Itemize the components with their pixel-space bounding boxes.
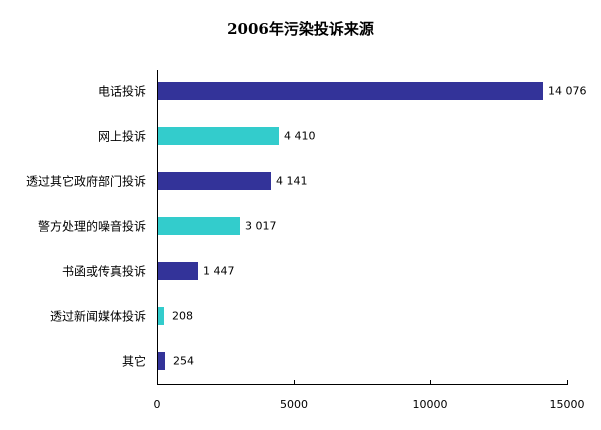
x-tick: [430, 380, 431, 384]
x-axis-line: [157, 384, 568, 385]
value-label: 254: [173, 354, 194, 368]
x-tick-label: 5000: [280, 398, 308, 411]
category-label: 电话投诉: [97, 84, 146, 99]
value-label: 4 141: [276, 174, 308, 188]
x-tick-label: 10000: [412, 398, 448, 411]
value-label: 3 017: [245, 219, 277, 233]
x-tick: [567, 380, 568, 384]
category-label: 警方处理的噪音投诉: [37, 219, 146, 234]
bar: [158, 82, 543, 100]
x-tick: [294, 380, 295, 384]
bar: [158, 262, 198, 280]
x-tick-label: 0: [153, 398, 161, 411]
bar: [158, 172, 271, 190]
y-axis-line: [157, 70, 158, 385]
category-label: 书函或传真投诉: [61, 264, 146, 279]
chart-title: 2006年污染投诉来源: [227, 20, 374, 38]
value-label: 4 410: [284, 129, 316, 143]
category-label: 网上投诉: [97, 129, 146, 144]
category-label: 透过新闻媒体投诉: [49, 309, 146, 324]
bar: [158, 127, 279, 145]
category-label: 其它: [121, 354, 146, 369]
value-label: 208: [172, 309, 193, 323]
value-label: 14 076: [548, 84, 587, 98]
x-tick-label: 15000: [549, 398, 585, 411]
bar: [158, 217, 240, 235]
category-label: 透过其它政府部门投诉: [25, 174, 146, 189]
value-label: 1 447: [203, 264, 235, 278]
bar: [158, 307, 164, 325]
bar: [158, 352, 165, 370]
